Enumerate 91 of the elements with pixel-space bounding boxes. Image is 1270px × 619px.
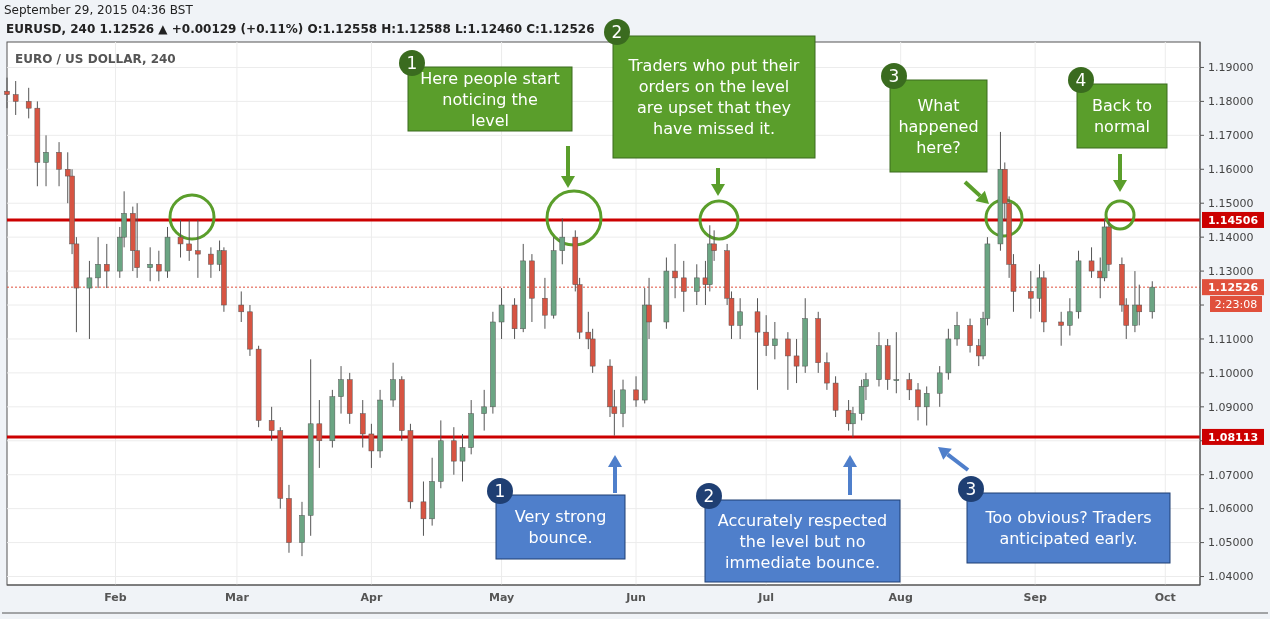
candlestick [12,80,19,116]
candlestick [893,331,900,394]
candlestick [559,217,566,265]
annotation: 4 [1075,69,1087,90]
candlestick [459,433,466,482]
candlestick [793,338,800,384]
x-tick-label: Mar [225,591,250,604]
candlestick [481,389,487,432]
y-tick-label: 1.13000 [1208,264,1254,278]
x-tick-label: May [488,591,515,604]
x-tick-label: Aug [888,591,913,604]
candlestick [694,263,700,306]
candlestick [737,297,743,340]
x-tick-label: Jul [757,591,775,604]
y-tick-label: 1.17000 [1208,129,1254,143]
candlestick [511,297,518,340]
annotation: Here people start noticing the level [420,68,560,130]
annotation: Traders who put their orders on the level are upset that they have missed it. [627,56,800,139]
candlestick [238,290,245,323]
candlestick [763,314,769,357]
annotation: 1 [494,480,506,501]
x-tick-label: Jun [625,591,646,604]
candlestick [915,382,921,421]
y-tick-label: 1.07000 [1208,468,1254,482]
candlestick [1067,297,1073,337]
candlestick [195,219,201,279]
y-tick-label: 1.09000 [1208,400,1254,414]
candlestick [95,236,101,289]
text: EURO / US DOLLAR, 240 [15,52,176,66]
candlestick [936,365,943,408]
ref-line-label: 1.08113 [1207,430,1259,444]
annotation: What happened here? [898,95,979,157]
candlestick [177,219,184,258]
candlestick [633,375,639,408]
candlestick [156,250,162,282]
candlestick [420,480,427,537]
candlestick [147,246,153,282]
text: 2 [611,21,623,42]
ref-line-label: 1.14506 [1207,213,1259,227]
candlestick [186,219,192,262]
candlestick [316,399,323,469]
candlestick [268,406,275,442]
y-tick-label: 1.18000 [1208,95,1254,109]
annotation: 3 [888,65,900,86]
candlestick [1088,246,1095,279]
candlestick [498,287,505,340]
candlestick [390,362,396,408]
candlestick [208,246,214,279]
candlestick [56,141,62,187]
annotation: 1 [406,52,418,73]
candlestick [368,423,375,469]
y-tick-label: 1.16000 [1208,163,1254,177]
candlestick [923,385,930,426]
candlestick [824,352,830,391]
candlestick [785,331,791,391]
x-tick-label: Sep [1023,591,1047,604]
annotation: Too obvious? Traders anticipated early. [984,508,1152,549]
annotation: 3 [965,478,977,499]
candlestick [1058,311,1064,347]
text: 2:23:08 [1214,297,1258,311]
y-tick-label: 1.04000 [1208,570,1254,584]
candlestick [86,260,93,340]
y-tick-label: 1.15000 [1208,197,1254,211]
candlestick [967,318,973,354]
annotation: 2 [703,485,715,506]
y-tick-label: 1.05000 [1208,536,1254,550]
candlestick [906,372,913,401]
candlestick [43,134,49,187]
y-tick-label: 1.11000 [1208,332,1254,346]
y-tick-label: 1.14000 [1208,230,1254,244]
text: September 29, 2015 04:36 BST [4,3,194,17]
x-tick-label: Apr [360,591,383,604]
candlestick [338,365,344,415]
candlestick [754,297,761,391]
candlestick [620,379,626,428]
x-tick-label: Oct [1154,591,1176,604]
x-tick-label: Feb [104,591,127,604]
candlestick [954,311,960,347]
annotation: Back to normal [1092,96,1152,137]
candlestick [359,399,366,449]
ref-line-label: 1.12526 [1207,281,1259,295]
chart-subtitle: EURUSD, 240 1.12526 ▲ +0.00129 (+0.11%) O:1.12558 H:1.12588 L:1.12460 C:1.12526 [6,22,595,36]
y-tick-label: 1.06000 [1208,502,1254,516]
candlestick [772,321,778,360]
y-tick-label: 1.10000 [1208,366,1254,380]
annotation: Very strong bounce. [514,507,607,548]
candlestick [451,426,457,476]
annotation: Accurately respected the level but no immediate bounce. [717,510,888,572]
candlestick [25,87,32,119]
candlestick [1132,270,1138,333]
y-tick-label: 1.19000 [1208,61,1254,75]
